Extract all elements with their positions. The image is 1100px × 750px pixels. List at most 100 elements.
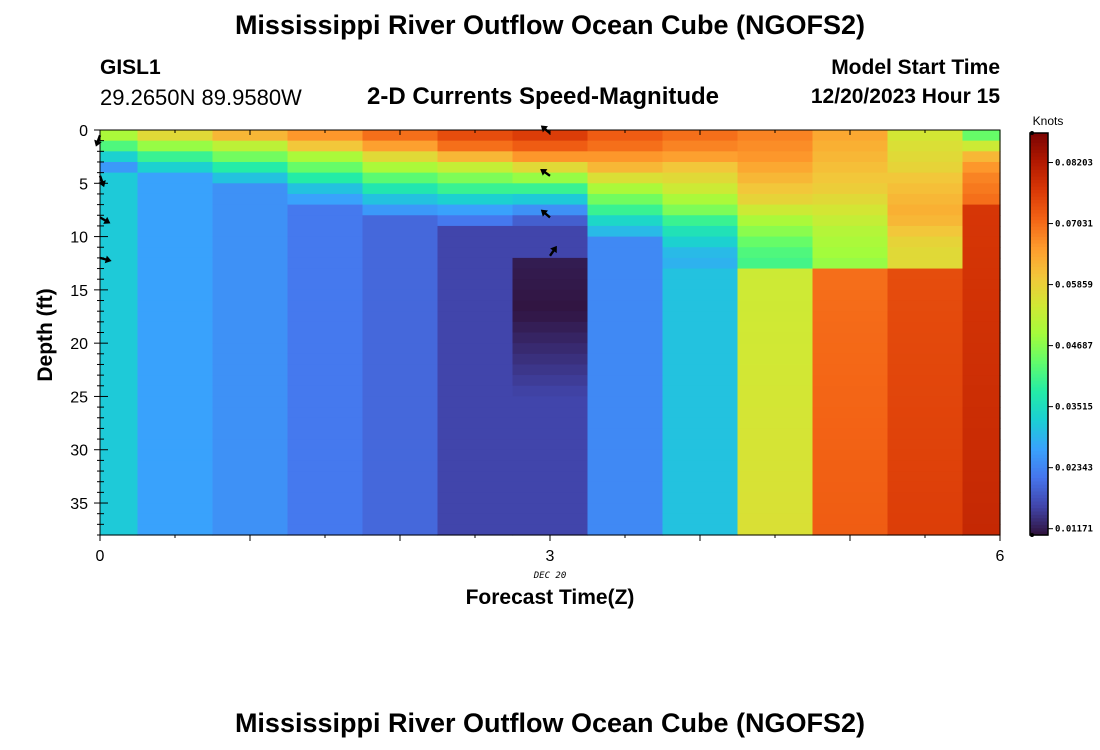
heatmap-cell — [887, 385, 964, 398]
heatmap-cell — [512, 460, 589, 472]
heatmap-cell — [362, 364, 439, 376]
heatmap-cell — [362, 417, 439, 430]
heatmap-cell — [362, 332, 439, 344]
heatmap-cell — [812, 364, 889, 376]
heatmap-cell — [437, 460, 514, 472]
colorbar-swatch — [1030, 471, 1048, 476]
heatmap-cell — [587, 481, 664, 493]
heatmap-cell — [887, 471, 964, 483]
colorbar-swatch — [1030, 193, 1048, 198]
heatmap-cell — [812, 204, 889, 216]
heatmap-cell — [137, 236, 214, 248]
colorbar-swatch — [1030, 183, 1048, 188]
current-vector-arrow — [540, 209, 551, 219]
heatmap-cell — [887, 343, 964, 355]
heatmap-cell — [362, 268, 439, 280]
heatmap-cell — [962, 385, 1001, 398]
heatmap-cell — [137, 268, 214, 280]
heatmap-cell — [287, 257, 364, 270]
heatmap-cell — [812, 236, 889, 248]
heatmap-cell — [737, 417, 814, 430]
heatmap-cell — [737, 151, 814, 163]
colorbar-swatch — [1030, 323, 1048, 328]
heatmap-cell — [437, 375, 514, 387]
bottom-title: Mississippi River Outflow Ocean Cube (NG… — [234, 708, 866, 738]
heatmap-cell — [437, 279, 514, 291]
heatmap-cell — [287, 353, 364, 366]
heatmap-cell — [962, 151, 1001, 163]
heatmap-cell — [287, 385, 364, 398]
heatmap-cell — [287, 172, 364, 184]
heatmap-cell — [962, 268, 1001, 280]
date-label: DEC 20 — [533, 571, 567, 581]
heatmap-cell — [812, 332, 889, 344]
colorbar-swatch — [1030, 297, 1048, 302]
heatmap-cell — [662, 332, 739, 344]
heatmap-cell — [887, 289, 964, 302]
heatmap-cell — [212, 289, 289, 302]
heatmap-cell — [962, 375, 1001, 387]
heatmap-cell — [962, 193, 1001, 206]
y-tick-label: 10 — [70, 230, 88, 247]
y-tick-label: 0 — [79, 123, 88, 140]
heatmap-cell — [212, 300, 289, 312]
colorbar-swatch — [1030, 524, 1048, 529]
heatmap-cell — [137, 503, 214, 515]
colorbar-swatch — [1030, 283, 1048, 288]
colorbar-swatch — [1030, 277, 1048, 281]
heatmap-cell — [887, 257, 964, 270]
colorbar-swatch — [1030, 384, 1048, 389]
current-vector-arrow — [94, 134, 102, 147]
heatmap-cell — [962, 236, 1001, 248]
heatmap-cell — [962, 481, 1001, 493]
heatmap-cell — [212, 257, 289, 270]
heatmap-cell — [512, 130, 589, 142]
station-id: GISL1 — [100, 56, 161, 79]
heatmap-cell — [212, 279, 289, 291]
heatmap-cell — [137, 332, 214, 344]
heatmap-cell — [287, 268, 364, 280]
heatmap-cell — [362, 396, 439, 408]
heatmap-cell — [362, 524, 439, 536]
heatmap-cell — [512, 268, 589, 280]
heatmap-cell — [437, 471, 514, 483]
colorbar-swatch — [1030, 441, 1048, 446]
model-start-value: 12/20/2023 Hour 15 — [810, 85, 1000, 108]
heatmap-cell — [587, 385, 664, 398]
colorbar-swatch — [1030, 303, 1048, 308]
heatmap-cell — [887, 300, 964, 312]
heatmap-cell — [362, 471, 439, 483]
heatmap-cell — [362, 300, 439, 312]
heatmap-cell — [887, 407, 964, 419]
heatmap-cell — [212, 130, 289, 142]
heatmap-cell — [362, 225, 439, 238]
heatmap-cell — [737, 353, 814, 366]
heatmap-cell — [212, 407, 289, 419]
heatmap-cell — [962, 524, 1001, 536]
colorbar-swatch — [1030, 307, 1048, 312]
heatmap-cell — [662, 247, 739, 259]
colorbar-swatch — [1030, 236, 1048, 241]
heatmap-cell — [812, 385, 889, 398]
heatmap-cell — [137, 513, 214, 525]
heatmap-cell — [512, 236, 589, 248]
heatmap-cell — [737, 471, 814, 483]
heatmap-cell — [287, 503, 364, 515]
heatmap-cell — [137, 257, 214, 270]
station-coordinates: 29.2650N 89.9580W — [100, 85, 302, 110]
heatmap-cell — [737, 130, 814, 142]
heatmap-cell — [962, 247, 1001, 259]
heatmap-cell — [362, 503, 439, 515]
heatmap-cell — [437, 481, 514, 493]
heatmap-cell — [362, 193, 439, 206]
colorbar-swatch — [1030, 223, 1048, 228]
heatmap-cell — [212, 332, 289, 344]
current-vector-arrow — [540, 168, 551, 177]
heatmap-cell — [662, 289, 739, 302]
heatmap-cell — [737, 172, 814, 184]
colorbar-swatch — [1030, 414, 1048, 419]
heatmap-cell — [587, 460, 664, 472]
heatmap-cell — [137, 311, 214, 323]
heatmap-cell — [812, 151, 889, 163]
heatmap-cell — [100, 407, 139, 419]
